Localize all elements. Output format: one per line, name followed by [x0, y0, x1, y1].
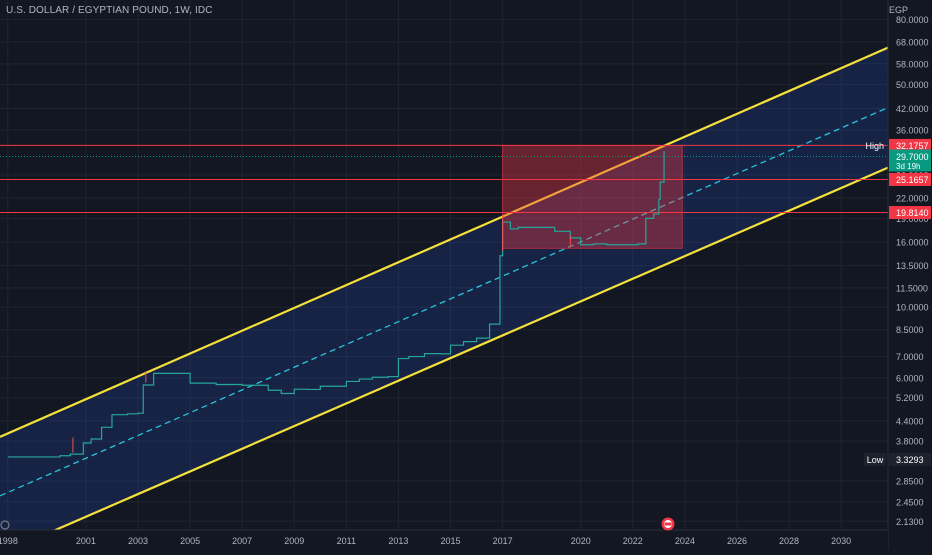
time-tick-label: 2024 — [675, 536, 695, 546]
time-tick-label: 2020 — [571, 536, 591, 546]
low-label: Low — [867, 455, 884, 465]
highlight-zone-rect — [502, 144, 683, 249]
time-tick-label: 2001 — [76, 536, 96, 546]
time-tick-label: 2026 — [727, 536, 747, 546]
level-badge-2-bg — [889, 172, 931, 186]
price-tick-label: 58.0000 — [896, 59, 929, 69]
current-price-bg — [889, 149, 931, 172]
channel-mid-line — [0, 106, 889, 497]
highlight-zone — [502, 144, 683, 249]
price-tick-label: 50.0000 — [896, 80, 929, 90]
price-tick-label: 2.8500 — [896, 476, 924, 486]
time-tick-label: 2030 — [831, 536, 851, 546]
price-tick-label: 36.0000 — [896, 125, 929, 135]
low-label-bg — [864, 452, 886, 466]
time-axis-background — [0, 530, 888, 550]
price-tick-label: 8.5000 — [896, 325, 924, 335]
time-tick-label: 2003 — [128, 536, 148, 546]
level-badge-1-bg — [889, 138, 931, 152]
event-markers — [0, 517, 675, 531]
price-tick-label: 7.0000 — [896, 352, 924, 362]
time-tick-label: 1998 — [0, 536, 18, 546]
time-tick-label: 2005 — [180, 536, 200, 546]
axis-unit-label: EGP — [888, 5, 908, 15]
low-value: 3.3293 — [896, 455, 924, 465]
price-tick-label: 68.0000 — [896, 37, 929, 47]
event-marker-icon — [0, 520, 10, 530]
level-badge-2: 25.1657 — [896, 175, 929, 185]
price-tick-label: 3.8000 — [896, 437, 924, 447]
price-axis[interactable]: 80.0000 68.0000 58.0000 50.0000 42.0000 36.00… — [887, 0, 932, 550]
price-tick-label: 80.0000 — [896, 15, 929, 25]
price-tick-label: 42.0000 — [896, 104, 929, 114]
regression-channel — [0, 46, 889, 555]
time-tick-label: 2015 — [440, 536, 460, 546]
time-tick-label: 2017 — [493, 536, 513, 546]
bar-countdown-label: 3d 19h — [896, 162, 920, 171]
time-axis[interactable]: 1998 2001 2003 2005 2007 2009 2011 2013 2015 2017… — [0, 529, 888, 550]
level-badge-1: 32.1757 — [896, 141, 929, 151]
earnings-event-glyph — [664, 522, 672, 526]
channel-upper-line — [0, 46, 889, 438]
price-tick-label: 2.4500 — [896, 497, 924, 507]
price-tick-label: 6.0000 — [896, 373, 924, 383]
symbol-title: U.S. DOLLAR / EGYPTIAN POUND, 1W, IDC — [6, 5, 213, 16]
time-tick-label: 2022 — [623, 536, 643, 546]
price-tick-label: 5.2000 — [896, 393, 924, 403]
channel-lower-line — [0, 166, 889, 555]
price-tick-label: 10.0000 — [896, 303, 929, 313]
level-badge-3-bg — [889, 206, 931, 220]
low-value-bg — [889, 452, 931, 466]
channel-fill — [0, 47, 888, 555]
price-tick-label: 22.0000 — [896, 194, 929, 204]
price-series — [7, 151, 665, 458]
price-tick-label: 2.1300 — [896, 517, 924, 527]
horizontal-levels — [0, 144, 888, 214]
price-tick-label: 16.0000 — [896, 238, 929, 248]
level-badge-3: 19.8140 — [896, 208, 929, 218]
price-tick-label: 11.5000 — [896, 283, 928, 293]
time-tick-label: 2007 — [232, 536, 252, 546]
current-price-label: 29.7000 — [896, 152, 929, 162]
price-line — [7, 151, 665, 458]
price-tick-label: 4.4000 — [896, 416, 924, 426]
time-tick-label: 2013 — [388, 536, 408, 546]
time-tick-label: 2009 — [284, 536, 304, 546]
price-tick-label: 13.5000 — [896, 261, 929, 271]
time-tick-label: 2028 — [779, 536, 799, 546]
time-tick-label: 2011 — [337, 536, 356, 546]
high-label: High — [865, 141, 884, 151]
